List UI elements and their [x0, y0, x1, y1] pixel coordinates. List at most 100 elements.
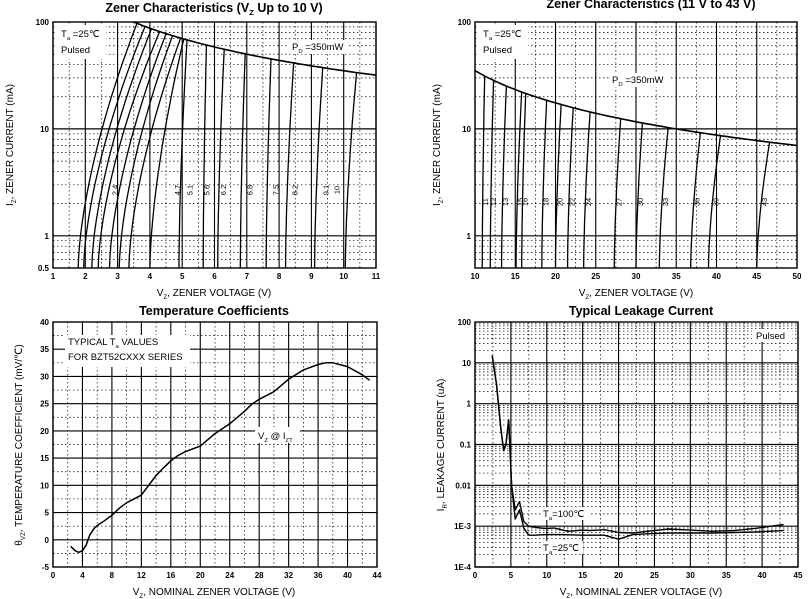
- pulsed-box: [752, 329, 792, 342]
- y-tick-label: 35: [40, 345, 49, 354]
- zener-voltage-label: 5.1: [186, 185, 195, 195]
- series-group: [77, 21, 377, 269]
- chart-c3: 0 4 8 12 16 20 24 28 32 36 40 44-50510152025303540T…: [14, 304, 382, 599]
- y-axis-label: IZ, ZENER CURRENT (mA): [5, 84, 18, 206]
- zener-voltage-label: 30: [636, 198, 645, 206]
- x-tick-label: 3: [115, 272, 120, 281]
- x-tick-label: 4: [80, 571, 85, 580]
- series-group: [474, 70, 798, 269]
- t25-box: [541, 541, 583, 554]
- zener-voltage-label: 22: [567, 198, 576, 206]
- pd-box: [609, 73, 669, 87]
- x-tick-label: 8: [277, 272, 282, 281]
- y-tick-label: 40: [40, 318, 49, 327]
- x-tick-label: 9: [309, 272, 314, 281]
- pd-annotation: PD =350mW: [612, 75, 664, 88]
- zener-curve-3.6: [108, 33, 167, 269]
- vz-at-izt-label: VZ @ IZT: [258, 431, 293, 444]
- zener-curve-4.7: [149, 38, 185, 269]
- x-tick-label: 50: [793, 272, 802, 281]
- zener-curve-43: [756, 142, 771, 269]
- y-tick-label: 0: [45, 536, 50, 545]
- x-tick-label: 8: [110, 571, 115, 580]
- y-tick-label: 100: [458, 18, 472, 27]
- x-tick-label: 4: [148, 272, 153, 281]
- zener-voltage-label: 6.8: [246, 185, 255, 195]
- zener-curve-13: [500, 85, 508, 268]
- y-axis-label: IR, LEAKAGE CURRENT (uA): [436, 379, 449, 512]
- chart-c4: 0 5 10 15 20 25 30 35 40 45 1E-4 1E-3 0.01 0.1 1 10 100 T…: [436, 304, 803, 599]
- t100-box: [541, 507, 591, 520]
- plot-frame: [52, 321, 378, 568]
- zener-voltage-label: 12: [489, 198, 498, 206]
- zener-curve-36: [690, 132, 702, 269]
- y-tick-label: 10: [462, 359, 471, 368]
- y-axis-label: θVZ, TEMPERATURE COEFFICIENT (mV/℃): [14, 344, 27, 545]
- zener-curve-6.2: [217, 49, 225, 269]
- chart-title: Temperature Coefficients: [139, 304, 289, 318]
- chart-title: Zener Characteristics (VZ Up to 10 V): [105, 1, 322, 17]
- y-tick-label: 15: [40, 454, 49, 463]
- x-tick-label: 40: [343, 571, 352, 580]
- x-tick-label: 35: [672, 272, 681, 281]
- zener-voltage-label: 4.7: [173, 185, 182, 195]
- ta-annotation: Ta =25℃: [61, 29, 100, 42]
- zener-voltage-label: 10: [333, 186, 342, 194]
- plot-frame: [474, 321, 799, 568]
- zener-voltage-label: 18: [541, 198, 550, 206]
- x-tick-label: 20: [196, 571, 205, 580]
- zener-voltage-label: 39: [712, 198, 721, 206]
- zener-curve-10: [344, 72, 358, 269]
- zener-voltage-label: 8.2: [291, 185, 300, 195]
- pd-box: [289, 40, 349, 54]
- ta-25c-label: Ta=25℃: [543, 543, 579, 556]
- x-tick-label: 28: [255, 571, 264, 580]
- zener-voltage-label: 15: [516, 198, 525, 206]
- zener-voltage-label: 7.5: [271, 185, 280, 195]
- y-tick-label: 20: [40, 427, 49, 436]
- x-tick-label: 5: [180, 272, 185, 281]
- zener-curve-2.4: [77, 23, 138, 269]
- x-tick-label: 32: [284, 571, 293, 580]
- x-tick-label: 20: [551, 272, 560, 281]
- zener-curve-15: [515, 91, 523, 268]
- zener-voltage-label: 20: [555, 198, 564, 206]
- pulsed-annotation: Pulsed: [756, 331, 785, 342]
- x-tick-label: 16: [166, 571, 175, 580]
- pd-annotation: PD =350mW: [292, 42, 344, 55]
- zener-voltage-label: 16: [521, 198, 530, 206]
- x-tick-label: 10: [471, 272, 480, 281]
- zener-voltage-label: 11: [481, 198, 490, 206]
- x-tick-label: 0: [473, 571, 478, 580]
- power-dissipation-curve: [474, 70, 798, 147]
- zener-voltage-label: 33: [661, 198, 670, 206]
- x-tick-label: 6: [212, 272, 217, 281]
- y-tick-label: 10: [462, 125, 471, 134]
- zener-curve-33: [658, 127, 669, 269]
- plot-frame: [52, 21, 377, 269]
- y-tick-label: 1E-3: [454, 522, 471, 531]
- x-axis-label: VZ, NOMINAL ZENER VOLTAGE (V): [560, 587, 723, 599]
- ta-100c-label: Ta=100℃: [543, 509, 584, 522]
- y-tick-label: 10: [40, 125, 49, 134]
- x-tick-label: 20: [614, 571, 623, 580]
- x-tick-label: 5: [509, 571, 514, 580]
- annotation-box: [56, 25, 106, 59]
- zener-voltage-label: 36: [693, 198, 702, 206]
- typical-values-annotation: TYPICAL Ta VALUES: [68, 337, 158, 350]
- x-tick-label: 44: [373, 571, 382, 580]
- x-tick-label: 11: [372, 272, 381, 281]
- y-tick-label: -5: [42, 563, 50, 572]
- y-tick-label: 25: [40, 400, 49, 409]
- zener-curve-6.8: [239, 53, 246, 269]
- x-tick-label: 40: [758, 571, 767, 580]
- chart-title: Typical Leakage Current: [569, 304, 714, 318]
- zener-curve-39: [707, 135, 722, 269]
- annotation-box: [478, 25, 528, 59]
- zener-voltage-label: 9.1: [321, 185, 330, 195]
- y-tick-label: 1: [45, 232, 50, 241]
- y-tick-label: 0.01: [455, 481, 471, 490]
- zener-voltage-label: 6.2: [219, 185, 228, 195]
- zener-voltage-label: 13: [501, 198, 510, 206]
